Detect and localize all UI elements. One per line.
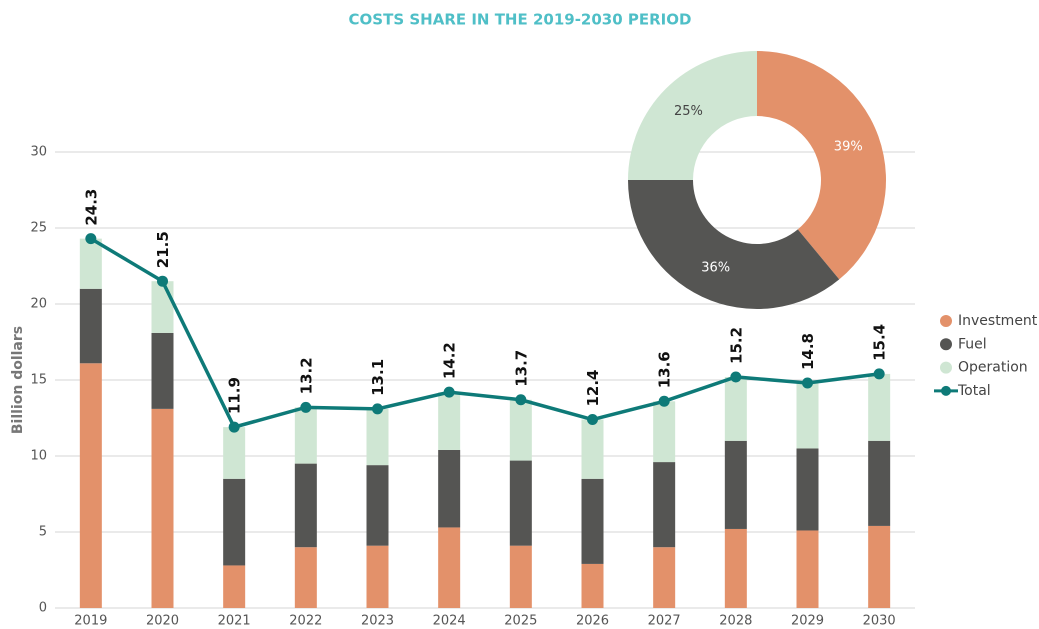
y-tick-label: 10 xyxy=(30,449,47,464)
data-label: 21.5 xyxy=(154,231,172,268)
legend-label: Investment xyxy=(958,313,1038,329)
donut-label: 36% xyxy=(701,260,730,275)
total-point xyxy=(515,394,527,406)
bar-segment xyxy=(868,373,891,441)
bar-segment xyxy=(724,528,747,608)
data-label: 13.1 xyxy=(369,359,387,396)
donut-label: 25% xyxy=(674,104,703,119)
total-point xyxy=(658,395,670,407)
x-tick-label: 2019 xyxy=(74,614,107,629)
bar-segment xyxy=(724,440,747,529)
x-tick-label: 2027 xyxy=(648,614,681,629)
bar-segment xyxy=(79,238,102,289)
bar-segment xyxy=(294,547,317,608)
bar-segment xyxy=(796,383,819,449)
bar-segment xyxy=(653,462,676,548)
x-tick-label: 2022 xyxy=(289,614,322,629)
data-label: 11.9 xyxy=(226,377,244,414)
total-point xyxy=(587,414,598,426)
bar-segment xyxy=(438,527,461,608)
y-tick-label: 0 xyxy=(39,601,47,616)
legend-marker xyxy=(940,315,952,327)
chart-title: COSTS SHARE IN THE 2019-2030 PERIOD xyxy=(349,11,692,29)
bar-segment xyxy=(581,563,604,608)
bar-segment xyxy=(868,525,891,608)
donut-slice xyxy=(628,180,840,310)
data-label: 24.3 xyxy=(82,189,100,226)
legend-label: Operation xyxy=(958,360,1028,376)
y-axis-label: Billion dollars xyxy=(10,326,26,434)
data-label: 15.2 xyxy=(727,327,745,364)
x-tick-label: 2020 xyxy=(146,614,179,629)
total-point xyxy=(228,421,240,433)
total-point xyxy=(730,371,742,383)
x-tick-label: 2023 xyxy=(361,614,394,629)
bar-segment xyxy=(724,376,747,441)
x-tick-label: 2028 xyxy=(719,614,752,629)
x-tick-label: 2030 xyxy=(863,614,896,629)
donut-label: 39% xyxy=(834,140,863,155)
total-point xyxy=(372,403,383,415)
data-label: 14.8 xyxy=(799,333,817,370)
data-label: 14.2 xyxy=(441,342,459,379)
bar-segment xyxy=(509,545,532,608)
bar-segment xyxy=(366,545,389,608)
bar-segment xyxy=(581,419,604,479)
bar-segment xyxy=(868,440,891,526)
donut-slice xyxy=(628,51,757,180)
legend-marker xyxy=(940,361,952,374)
data-label: 12.4 xyxy=(584,370,602,407)
bar-segment xyxy=(438,449,461,528)
total-point xyxy=(873,368,885,380)
bar-segment xyxy=(223,427,246,479)
total-line xyxy=(89,237,880,430)
y-tick-label: 25 xyxy=(30,221,47,236)
legend-marker xyxy=(941,385,951,396)
bar-segment xyxy=(796,530,819,608)
donut-slice xyxy=(757,51,887,280)
bar-segment xyxy=(509,399,532,461)
total-point xyxy=(802,377,813,389)
y-tick-label: 5 xyxy=(39,525,47,540)
bar-segment xyxy=(151,281,174,333)
legend-label: Fuel xyxy=(958,336,987,352)
data-label: 13.6 xyxy=(656,351,674,388)
data-label: 13.7 xyxy=(512,350,530,387)
bar-segment xyxy=(509,460,532,546)
bar-segment xyxy=(366,408,389,466)
bar-segment xyxy=(294,407,317,464)
x-tick-label: 2025 xyxy=(504,614,537,629)
data-label: 15.4 xyxy=(871,324,889,361)
bar-segment xyxy=(581,478,604,564)
data-label: 13.2 xyxy=(297,357,315,394)
legend-marker xyxy=(940,338,952,351)
x-tick-label: 2029 xyxy=(791,614,824,629)
y-tick-label: 20 xyxy=(30,297,47,312)
x-tick-label: 2024 xyxy=(433,614,466,629)
bar-segment xyxy=(79,363,102,608)
total-point xyxy=(300,401,312,413)
total-point xyxy=(157,275,168,287)
bar-segment xyxy=(438,392,461,450)
y-tick-label: 30 xyxy=(30,145,47,160)
bar-segment xyxy=(223,565,246,608)
bar-segment xyxy=(223,478,246,566)
total-point xyxy=(443,386,455,398)
x-tick-label: 2026 xyxy=(576,614,609,629)
bar-segment xyxy=(366,465,389,546)
bar-segment xyxy=(653,401,676,463)
bar-segment xyxy=(653,547,676,608)
bar-segment xyxy=(294,463,317,548)
bar-segment xyxy=(796,448,819,531)
bar-segment xyxy=(79,288,102,364)
bar-segment xyxy=(151,408,174,608)
bar-segment xyxy=(151,332,174,409)
legend-label: Total xyxy=(957,383,991,399)
x-tick-label: 2021 xyxy=(218,614,251,629)
total-point xyxy=(85,233,97,245)
y-tick-label: 15 xyxy=(30,373,47,388)
